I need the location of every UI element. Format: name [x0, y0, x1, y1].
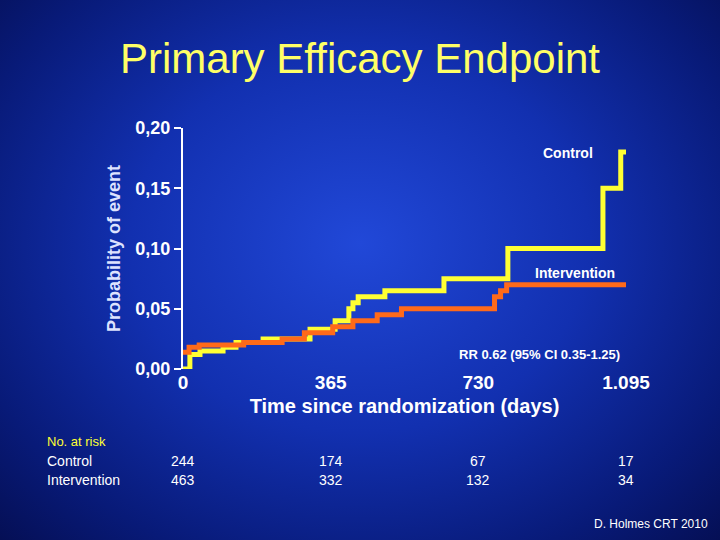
svg-text:Probability of event: Probability of event [104, 165, 124, 332]
svg-text:463: 463 [171, 472, 195, 488]
svg-text:174: 174 [319, 453, 343, 469]
svg-text:Intervention: Intervention [47, 472, 120, 488]
svg-text:0,20: 0,20 [135, 118, 170, 138]
svg-text:Intervention: Intervention [535, 265, 615, 281]
svg-text:0,15: 0,15 [135, 179, 170, 199]
svg-text:67: 67 [470, 453, 486, 469]
svg-text:0: 0 [178, 372, 189, 393]
svg-text:34: 34 [618, 472, 634, 488]
svg-text:0,10: 0,10 [135, 239, 170, 259]
svg-text:Primary Efficacy Endpoint: Primary Efficacy Endpoint [120, 35, 600, 82]
svg-text:Control: Control [543, 145, 593, 161]
svg-text:0,00: 0,00 [135, 359, 170, 379]
svg-text:244: 244 [171, 453, 195, 469]
svg-text:1.095: 1.095 [602, 372, 650, 393]
svg-text:332: 332 [319, 472, 343, 488]
svg-text:17: 17 [618, 453, 634, 469]
svg-text:D. Holmes CRT 2010: D. Holmes CRT 2010 [594, 517, 708, 531]
svg-text:0,05: 0,05 [135, 299, 170, 319]
svg-text:132: 132 [466, 472, 490, 488]
svg-text:Time since randomization (days: Time since randomization (days) [250, 395, 560, 417]
svg-text:No. at risk: No. at risk [47, 434, 106, 449]
svg-text:365: 365 [315, 372, 347, 393]
svg-text:Control: Control [47, 453, 92, 469]
svg-text:RR 0.62 (95% CI 0.35-1.25): RR 0.62 (95% CI 0.35-1.25) [459, 347, 620, 362]
svg-text:730: 730 [462, 372, 494, 393]
